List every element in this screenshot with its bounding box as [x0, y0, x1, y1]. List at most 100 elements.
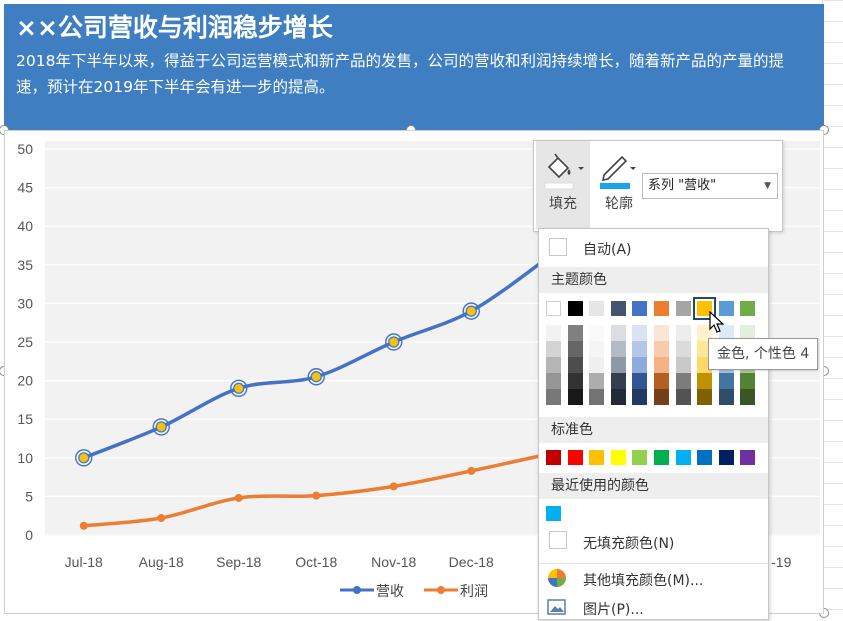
- theme-color-swatch[interactable]: [610, 301, 626, 316]
- theme-color-shade-swatch[interactable]: [718, 325, 734, 341]
- theme-color-shade-swatch[interactable]: [718, 373, 734, 389]
- theme-color-shade-swatch[interactable]: [654, 325, 669, 341]
- theme-color-shade-swatch[interactable]: [610, 341, 626, 357]
- standard-color-swatch[interactable]: [675, 450, 691, 465]
- data-point-profit[interactable]: [312, 491, 321, 500]
- theme-color-shade-swatch[interactable]: [567, 325, 583, 341]
- theme-color-shade-swatch[interactable]: [697, 373, 713, 389]
- theme-color-shade-swatch[interactable]: [567, 373, 583, 389]
- theme-color-shade-swatch[interactable]: [718, 389, 734, 405]
- standard-color-swatch[interactable]: [589, 450, 605, 465]
- theme-color-shade-swatch[interactable]: [654, 357, 669, 373]
- data-point-profit[interactable]: [79, 521, 88, 530]
- theme-color-shade-swatch[interactable]: [589, 373, 605, 389]
- recent-color-swatch[interactable]: [546, 506, 561, 521]
- picture-fill-item[interactable]: 图片(P)...: [539, 593, 768, 621]
- theme-color-shade-swatch[interactable]: [632, 389, 648, 405]
- legend-item-revenue[interactable]: 营收: [340, 580, 404, 604]
- theme-color-shade-swatch[interactable]: [654, 389, 669, 405]
- theme-color-shade-swatch[interactable]: [740, 373, 756, 389]
- standard-color-swatch[interactable]: [567, 450, 583, 465]
- selection-handle[interactable]: [462, 302, 480, 320]
- y-tick-label: 10: [17, 450, 33, 466]
- theme-color-shade-swatch[interactable]: [546, 357, 561, 373]
- theme-color-swatch[interactable]: [718, 301, 734, 316]
- theme-color-shade-swatch[interactable]: [567, 341, 583, 357]
- theme-color-shade-swatch[interactable]: [654, 373, 669, 389]
- theme-color-shade-swatch[interactable]: [632, 341, 648, 357]
- standard-color-swatch[interactable]: [697, 450, 713, 465]
- data-point-revenue[interactable]: [388, 336, 400, 348]
- theme-color-shade-swatch[interactable]: [675, 373, 691, 389]
- selection-handle[interactable]: [385, 333, 403, 351]
- theme-color-shade-swatch[interactable]: [546, 373, 561, 389]
- theme-color-shade-swatch[interactable]: [740, 325, 756, 341]
- theme-color-shade-swatch[interactable]: [632, 325, 648, 341]
- auto-color-label: 自动(A): [583, 242, 632, 258]
- theme-color-shade-swatch[interactable]: [610, 389, 626, 405]
- theme-color-swatch[interactable]: [632, 301, 648, 316]
- theme-color-shade-swatch[interactable]: [589, 357, 605, 373]
- data-point-revenue[interactable]: [155, 421, 167, 433]
- theme-color-shade-swatch[interactable]: [546, 325, 561, 341]
- theme-color-shade-swatch[interactable]: [675, 325, 691, 341]
- theme-color-shade-swatch[interactable]: [589, 389, 605, 405]
- series-select-dropdown[interactable]: 系列 "营收" ▼: [642, 173, 778, 199]
- theme-color-swatch[interactable]: [693, 297, 717, 320]
- selection-handle[interactable]: [75, 449, 93, 467]
- theme-color-shade-swatch[interactable]: [654, 341, 669, 357]
- theme-color-shade-swatch[interactable]: [632, 357, 648, 373]
- theme-color-shade-swatch[interactable]: [610, 373, 626, 389]
- theme-color-shade-swatch[interactable]: [610, 325, 626, 341]
- standard-color-swatch[interactable]: [740, 450, 756, 465]
- theme-color-swatch[interactable]: [589, 301, 605, 316]
- theme-color-shade-swatch[interactable]: [589, 325, 605, 341]
- chart-subtitle: 2018年下半年以来，得益于公司运营模式和新产品的发售，公司的营收和利润持续增长…: [16, 52, 784, 96]
- data-point-revenue[interactable]: [78, 452, 90, 464]
- theme-color-shade-swatch[interactable]: [567, 357, 583, 373]
- legend-marker-revenue: [340, 586, 374, 594]
- theme-color-shade-swatch[interactable]: [675, 341, 691, 357]
- theme-color-shade-swatch[interactable]: [697, 389, 713, 405]
- data-point-revenue[interactable]: [465, 305, 477, 317]
- theme-color-shade-swatch[interactable]: [632, 373, 648, 389]
- theme-color-shade-swatch[interactable]: [546, 341, 561, 357]
- theme-color-shade-swatch[interactable]: [697, 325, 713, 341]
- picture-fill-label: 图片(P)...: [583, 602, 644, 618]
- theme-color-swatch[interactable]: [675, 301, 691, 316]
- theme-color-swatch[interactable]: [740, 301, 756, 316]
- theme-color-shade-swatch[interactable]: [740, 389, 756, 405]
- theme-color-shade-swatch[interactable]: [675, 357, 691, 373]
- theme-color-swatch[interactable]: [654, 301, 669, 316]
- more-fill-colors-item[interactable]: 其他填充颜色(M)...: [539, 563, 768, 591]
- auto-color-swatch: [549, 238, 567, 256]
- standard-colors-header: 标准色: [539, 417, 768, 443]
- data-point-profit[interactable]: [389, 482, 398, 491]
- data-point-profit[interactable]: [157, 514, 166, 523]
- theme-color-shade-swatch[interactable]: [675, 389, 691, 405]
- selection-handle[interactable]: [307, 368, 325, 386]
- data-point-profit[interactable]: [234, 493, 243, 502]
- selection-handle[interactable]: [230, 379, 248, 398]
- auto-color-item[interactable]: 自动(A): [539, 235, 768, 261]
- data-point-revenue[interactable]: [310, 371, 322, 383]
- fill-button[interactable]: 填充: [536, 141, 590, 229]
- standard-color-swatch[interactable]: [632, 450, 648, 465]
- standard-color-swatch[interactable]: [718, 450, 734, 465]
- legend-item-profit[interactable]: 利润: [424, 580, 488, 604]
- theme-color-shade-swatch[interactable]: [589, 341, 605, 357]
- data-point-revenue[interactable]: [233, 382, 245, 394]
- chart-title-box[interactable]: ××公司营收与利润稳步增长 2018年下半年以来，得益于公司运营模式和新产品的发…: [4, 4, 824, 130]
- theme-color-shade-swatch[interactable]: [610, 357, 626, 373]
- selection-handle[interactable]: [152, 418, 170, 436]
- theme-color-shade-swatch[interactable]: [546, 389, 561, 405]
- outline-button[interactable]: 轮廓: [592, 141, 646, 229]
- theme-color-shade-swatch[interactable]: [567, 389, 583, 405]
- standard-color-swatch[interactable]: [610, 450, 626, 465]
- data-point-profit[interactable]: [467, 466, 476, 475]
- standard-color-swatch[interactable]: [546, 450, 561, 465]
- theme-color-swatch[interactable]: [546, 301, 561, 316]
- standard-color-swatch[interactable]: [654, 450, 669, 465]
- theme-color-swatch[interactable]: [567, 301, 583, 316]
- no-fill-item[interactable]: 无填充颜色(N): [539, 527, 768, 555]
